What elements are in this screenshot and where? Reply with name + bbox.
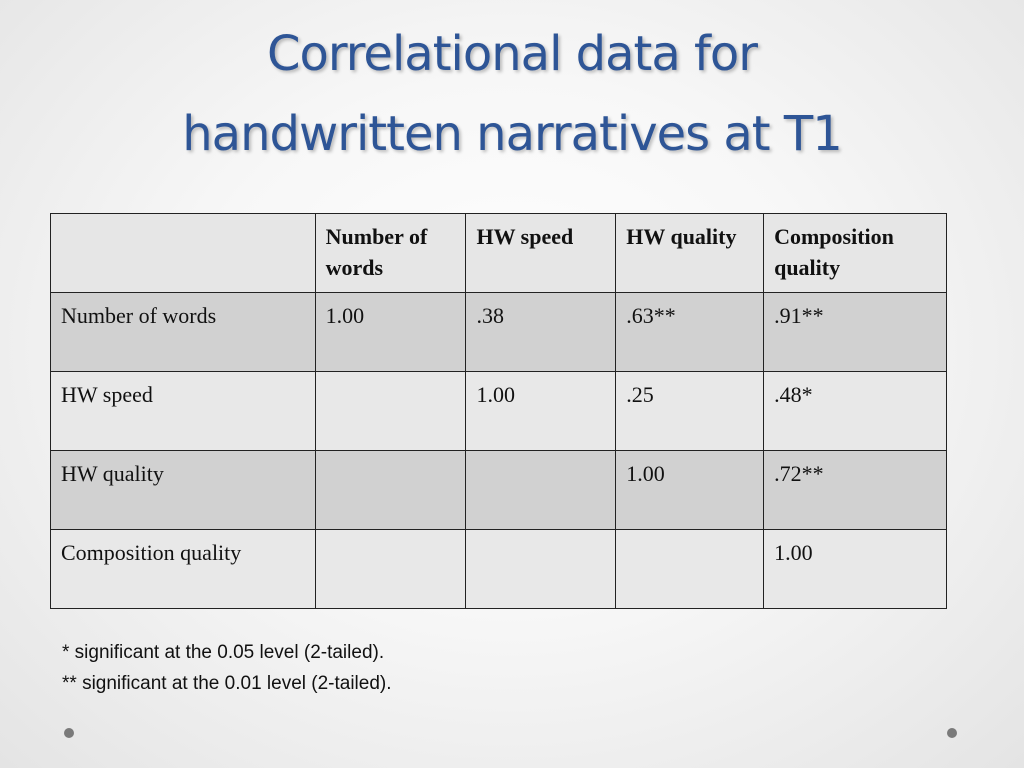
table-cell: 1.00 [465,371,617,451]
table-cell: 1.00 [763,529,947,609]
header-cell-empty [50,213,316,293]
header-row: Number of words HW speed HW quality Comp… [50,213,947,293]
table-row: Number of words 1.00 .38 .63** .91** [50,292,947,372]
table-row: HW quality 1.00 .72** [50,450,947,530]
header-number-of-words: Number of words [314,213,467,293]
footnote-significance-001: ** significant at the 0.01 level (2-tail… [62,673,392,694]
row-label: Number of words [50,292,316,372]
table-cell: .72** [763,450,947,530]
table-cell [314,529,467,609]
table-row: HW speed 1.00 .25 .48* [50,371,947,451]
decorative-dot-right [947,728,957,738]
table-cell [314,371,467,451]
table-cell [314,450,467,530]
header-composition-quality: Composition quality [763,213,947,293]
row-label: HW speed [50,371,316,451]
table-cell [615,529,765,609]
table-cell: .38 [465,292,617,372]
title-line-1: Correlational data for [266,26,758,82]
table-cell [465,529,617,609]
slide-title: Correlational data for handwritten narra… [0,14,1024,174]
row-label: HW quality [50,450,316,530]
footnotes: * significant at the 0.05 level (2-taile… [62,637,392,699]
correlation-table: Number of words HW speed HW quality Comp… [50,213,947,609]
row-label: Composition quality [50,529,316,609]
table-cell: .91** [763,292,947,372]
table-cell: .48* [763,371,947,451]
title-line-2: handwritten narratives at T1 [182,106,843,162]
table-cell: .63** [615,292,765,372]
table-cell: 1.00 [615,450,765,530]
header-hw-speed: HW speed [465,213,617,293]
table-cell [465,450,617,530]
table-row: Composition quality 1.00 [50,529,947,609]
footnote-significance-005: * significant at the 0.05 level (2-taile… [62,642,385,663]
header-hw-quality: HW quality [615,213,765,293]
decorative-dot-left [64,728,74,738]
table-cell: .25 [615,371,765,451]
table-cell: 1.00 [314,292,467,372]
